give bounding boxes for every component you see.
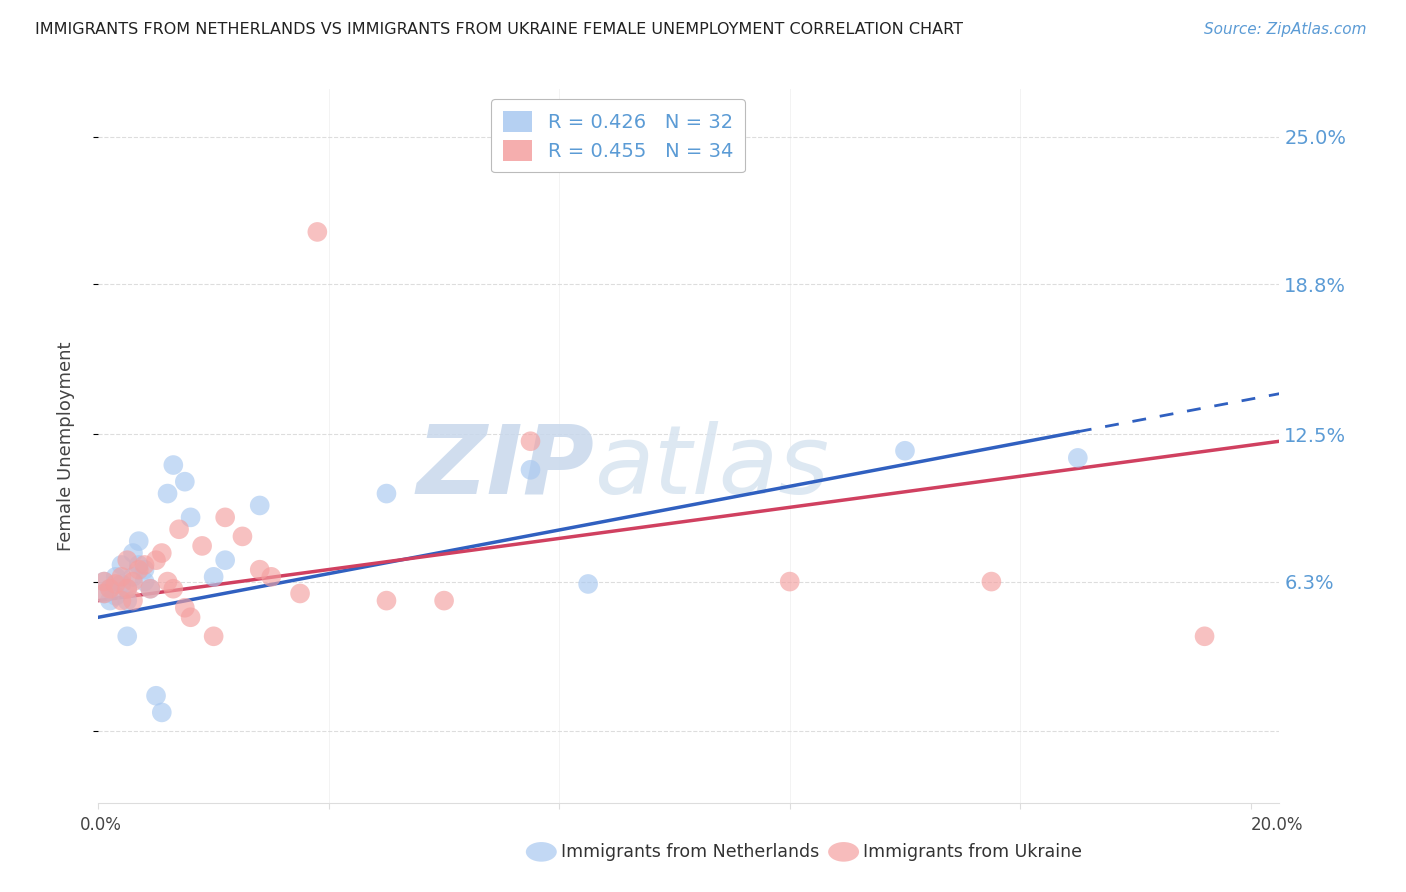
Point bbox=[202, 629, 225, 643]
Point bbox=[894, 443, 917, 458]
Point bbox=[202, 570, 225, 584]
Text: 20.0%: 20.0% bbox=[1250, 816, 1303, 834]
Point bbox=[249, 499, 271, 513]
Point bbox=[150, 546, 173, 560]
Point bbox=[433, 593, 456, 607]
Point bbox=[519, 463, 541, 477]
Point bbox=[145, 689, 167, 703]
Point bbox=[110, 570, 132, 584]
Point bbox=[1067, 450, 1090, 465]
Point bbox=[98, 593, 121, 607]
Point bbox=[162, 582, 184, 596]
Point bbox=[93, 586, 115, 600]
Y-axis label: Female Unemployment: Female Unemployment bbox=[56, 342, 75, 550]
Point bbox=[162, 458, 184, 472]
Point bbox=[122, 574, 145, 589]
Point bbox=[180, 610, 202, 624]
Point bbox=[779, 574, 801, 589]
Point bbox=[98, 582, 121, 596]
Point bbox=[173, 600, 195, 615]
Point bbox=[93, 574, 115, 589]
Point bbox=[93, 586, 115, 600]
Point bbox=[122, 546, 145, 560]
Point bbox=[115, 582, 138, 596]
Point bbox=[150, 706, 173, 720]
Point bbox=[139, 582, 162, 596]
Text: ZIP: ZIP bbox=[416, 421, 595, 514]
Point bbox=[115, 593, 138, 607]
Point bbox=[128, 558, 150, 572]
Point bbox=[104, 589, 127, 603]
Point bbox=[375, 486, 398, 500]
Point bbox=[134, 574, 156, 589]
Point bbox=[93, 574, 115, 589]
Point bbox=[519, 434, 541, 449]
Point bbox=[115, 553, 138, 567]
Text: atlas: atlas bbox=[595, 421, 830, 514]
Point bbox=[249, 563, 271, 577]
Text: Immigrants from Ukraine: Immigrants from Ukraine bbox=[863, 843, 1083, 861]
Point bbox=[173, 475, 195, 489]
Point bbox=[115, 629, 138, 643]
Point bbox=[110, 558, 132, 572]
Text: IMMIGRANTS FROM NETHERLANDS VS IMMIGRANTS FROM UKRAINE FEMALE UNEMPLOYMENT CORRE: IMMIGRANTS FROM NETHERLANDS VS IMMIGRANT… bbox=[35, 22, 963, 37]
Point bbox=[98, 582, 121, 596]
Text: Immigrants from Netherlands: Immigrants from Netherlands bbox=[561, 843, 820, 861]
Point bbox=[214, 510, 236, 524]
Point bbox=[139, 582, 162, 596]
Point bbox=[180, 510, 202, 524]
Point bbox=[134, 563, 156, 577]
Point bbox=[288, 586, 311, 600]
Point bbox=[122, 570, 145, 584]
Point bbox=[145, 553, 167, 567]
Point bbox=[980, 574, 1002, 589]
Point bbox=[576, 577, 599, 591]
Point bbox=[115, 582, 138, 596]
Point bbox=[134, 558, 156, 572]
Legend: R = 0.426   N = 32, R = 0.455   N = 34: R = 0.426 N = 32, R = 0.455 N = 34 bbox=[491, 99, 745, 172]
Point bbox=[375, 593, 398, 607]
Point bbox=[122, 593, 145, 607]
Text: 0.0%: 0.0% bbox=[80, 816, 122, 834]
Point bbox=[1194, 629, 1216, 643]
Point bbox=[156, 486, 179, 500]
Text: Source: ZipAtlas.com: Source: ZipAtlas.com bbox=[1204, 22, 1367, 37]
Point bbox=[307, 225, 329, 239]
Point bbox=[167, 522, 190, 536]
Point bbox=[191, 539, 214, 553]
Point bbox=[104, 577, 127, 591]
Point bbox=[110, 577, 132, 591]
Point bbox=[110, 593, 132, 607]
Point bbox=[231, 529, 253, 543]
Point bbox=[214, 553, 236, 567]
Point bbox=[128, 534, 150, 549]
Point bbox=[128, 563, 150, 577]
Point bbox=[104, 570, 127, 584]
Point bbox=[156, 574, 179, 589]
Point bbox=[260, 570, 283, 584]
